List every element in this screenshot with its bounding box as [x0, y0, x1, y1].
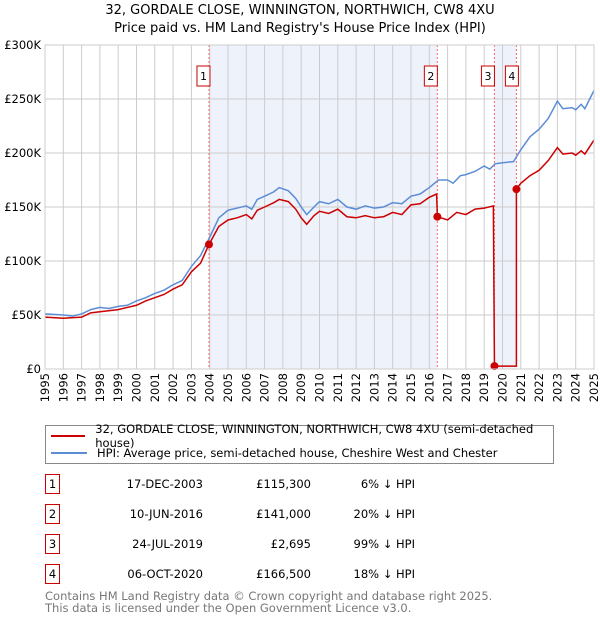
legend-label-hpi: HPI: Average price, semi-detached house,… — [97, 446, 498, 460]
sale-label-box — [504, 65, 519, 87]
x-tick-label: 2008 — [276, 373, 290, 402]
x-tick-label: 2015 — [404, 373, 418, 402]
sale-point — [433, 212, 442, 221]
x-tick-label: 2020 — [496, 373, 510, 402]
x-tick-label: 2011 — [331, 373, 345, 402]
x-tick-label: 2023 — [550, 373, 564, 402]
chart-subtitle: Price paid vs. HM Land Registry's House … — [114, 21, 486, 36]
x-tick-label: 2006 — [239, 373, 253, 402]
transaction-row: 3 24-JUL-2019 £2,695 99% ↓ HPI — [45, 534, 445, 554]
x-tick-label: 1996 — [56, 373, 70, 402]
x-tick-label: 2018 — [459, 373, 473, 402]
transaction-number: 4 — [45, 564, 60, 584]
transaction-price: £115,300 — [256, 477, 311, 491]
hpi-line — [44, 90, 595, 317]
sale-label: 4 — [504, 65, 519, 87]
transaction-row: 4 06-OCT-2020 £166,500 18% ↓ HPI — [45, 564, 445, 584]
x-tick-label: 2003 — [184, 373, 198, 402]
x-tick-label: 2002 — [166, 373, 180, 402]
y-tick-label: £250K — [4, 92, 41, 106]
x-tick-label: 2009 — [294, 373, 308, 402]
transaction-date: 10-JUN-2016 — [129, 507, 203, 521]
x-tick-label: 2010 — [313, 373, 327, 402]
footer-copyright: Contains HM Land Registry data © Crown c… — [45, 589, 493, 603]
legend-item-property: 32, GORDALE CLOSE, WINNINGTON, NORTHWICH… — [51, 422, 553, 450]
x-tick-label: 2016 — [422, 373, 436, 402]
x-tick-label: 2001 — [148, 373, 162, 402]
sale-label: 2 — [423, 65, 438, 87]
y-tick-label: £200K — [4, 146, 41, 160]
legend-swatch-hpi — [51, 452, 87, 454]
x-tick-label: 2007 — [258, 373, 272, 402]
x-tick-label: 1995 — [38, 373, 52, 402]
x-tick-label: 2014 — [386, 373, 400, 402]
transaction-hpi-diff: 6% ↓ HPI — [360, 477, 415, 491]
y-tick-label: £0 — [26, 362, 41, 376]
x-tick-label: 1999 — [111, 373, 125, 402]
footer-licence: This data is licensed under the Open Gov… — [45, 601, 412, 615]
transaction-number: 3 — [45, 534, 60, 554]
sale-label-box — [480, 65, 495, 87]
sale-label: 1 — [196, 65, 211, 87]
x-tick-label: 2005 — [221, 373, 235, 402]
y-tick-label: £300K — [4, 38, 41, 52]
legend-item-hpi: HPI: Average price, semi-detached house,… — [51, 444, 497, 462]
sale-label: 3 — [480, 65, 495, 87]
x-tick-label: 2022 — [532, 373, 546, 402]
chart-title: 32, GORDALE CLOSE, WINNINGTON, NORTHWICH… — [105, 3, 495, 18]
transaction-number: 2 — [45, 504, 60, 524]
price-chart: 1995 1996 1997 1998 1999 2000 2001 2002 2003 2004… — [4, 38, 600, 402]
y-tick-label: £150K — [4, 200, 41, 214]
sale-label-box — [423, 65, 438, 87]
transaction-hpi-diff: 99% ↓ HPI — [353, 537, 415, 551]
transaction-hpi-diff: 18% ↓ HPI — [353, 567, 415, 581]
sale-label-number: 3 — [484, 70, 491, 83]
transaction-price: £2,695 — [270, 537, 311, 551]
x-tick-label: 2017 — [441, 373, 455, 402]
sale-point — [204, 240, 213, 249]
sale-point — [490, 362, 499, 371]
sale-label-box — [196, 65, 211, 87]
x-tick-label: 2000 — [130, 373, 144, 402]
transaction-number: 1 — [45, 474, 60, 494]
transaction-hpi-diff: 20% ↓ HPI — [353, 507, 415, 521]
transaction-price: £141,000 — [256, 507, 311, 521]
legend: 32, GORDALE CLOSE, WINNINGTON, NORTHWICH… — [45, 422, 554, 464]
x-tick-label: 2013 — [367, 373, 381, 402]
plot-border — [44, 44, 595, 370]
transaction-row: 2 10-JUN-2016 £141,000 20% ↓ HPI — [45, 504, 445, 524]
transaction-date: 06-OCT-2020 — [127, 567, 203, 581]
transaction-row: 1 17-DEC-2003 £115,300 6% ↓ HPI — [45, 474, 445, 494]
legend-swatch-property — [51, 435, 86, 437]
x-tick-label: 2012 — [349, 373, 363, 402]
x-tick-label: 2025 — [587, 373, 600, 402]
sale-label-number: 1 — [200, 70, 207, 83]
y-tick-label: £100K — [4, 254, 41, 268]
x-tick-label: 1997 — [75, 373, 89, 402]
sale-point — [512, 185, 521, 194]
x-tick-label: 2004 — [203, 373, 217, 402]
x-tick-label: 1998 — [93, 373, 107, 402]
sale-label-number: 4 — [508, 70, 515, 83]
x-tick-label: 2024 — [569, 373, 583, 402]
transaction-date: 24-JUL-2019 — [132, 537, 203, 551]
transaction-price: £166,500 — [256, 567, 311, 581]
x-tick-label: 2021 — [514, 373, 528, 402]
sale-label-number: 2 — [427, 70, 434, 83]
legend-label-property: 32, GORDALE CLOSE, WINNINGTON, NORTHWICH… — [95, 422, 534, 450]
transaction-date: 17-DEC-2003 — [126, 477, 203, 491]
x-tick-label: 2019 — [477, 373, 491, 402]
y-tick-label: £50K — [12, 308, 42, 322]
